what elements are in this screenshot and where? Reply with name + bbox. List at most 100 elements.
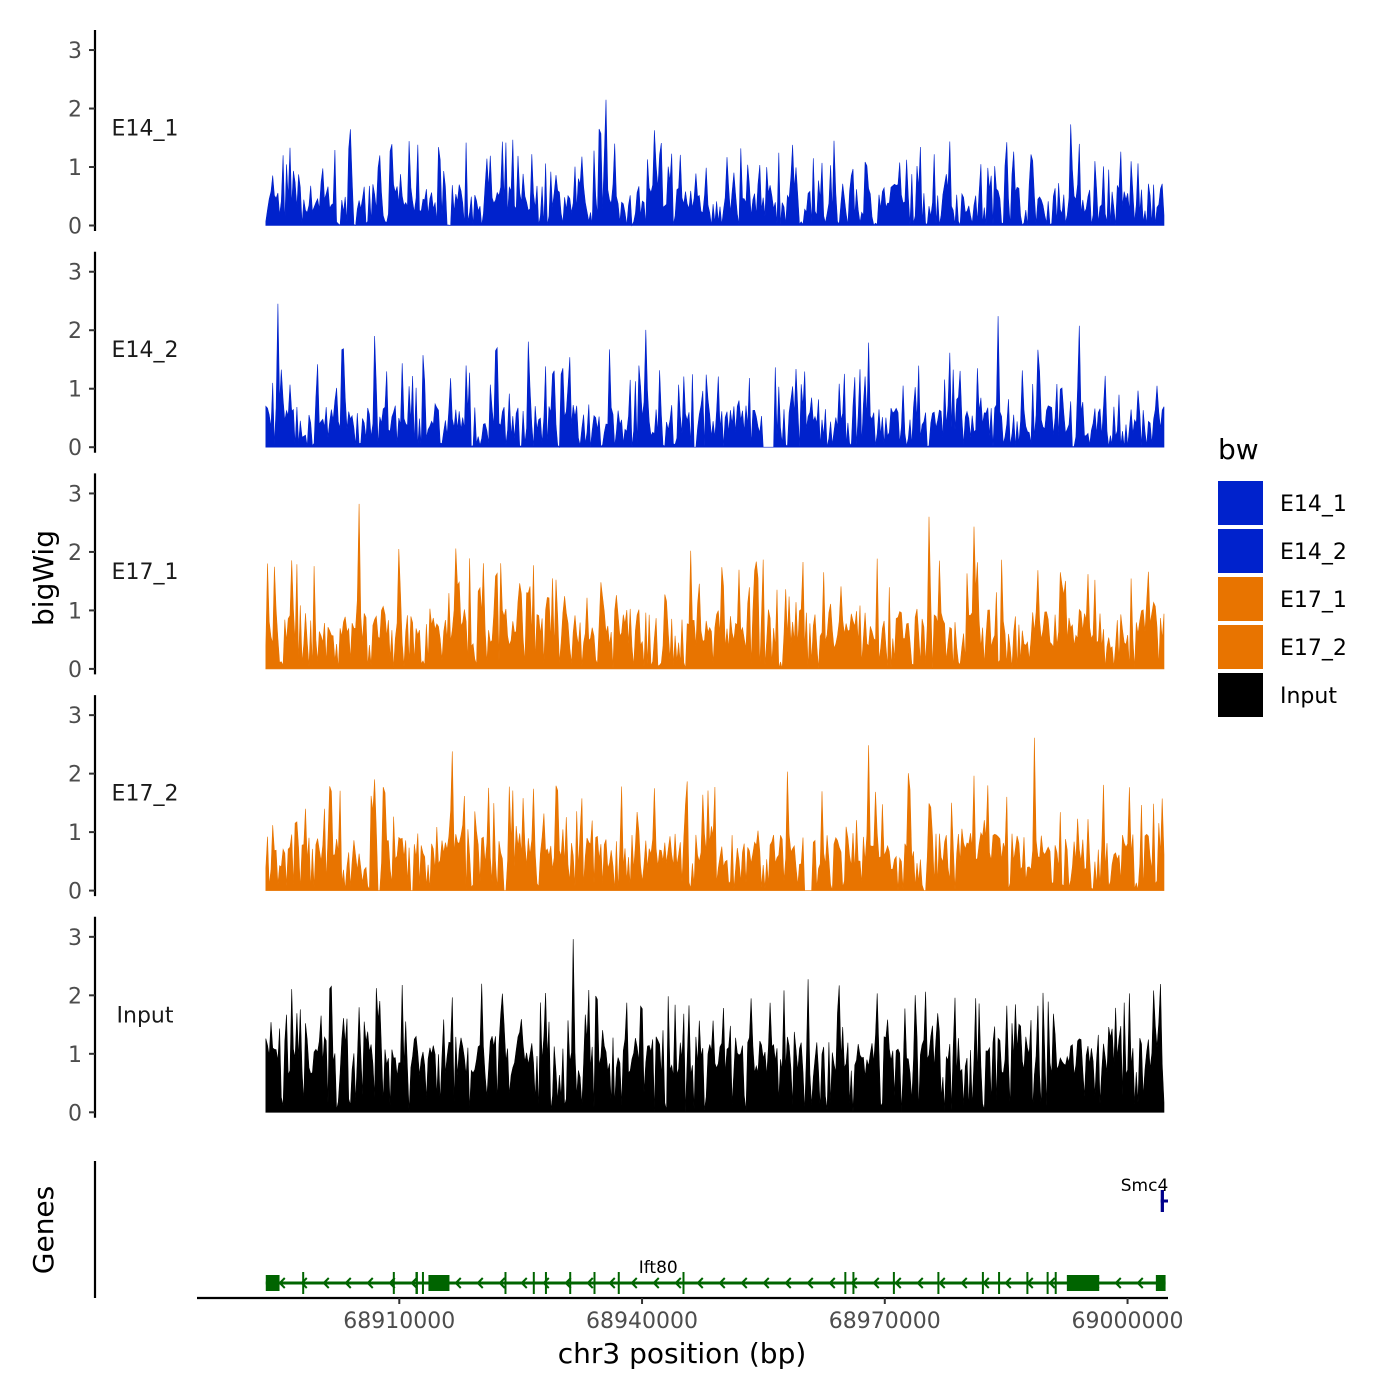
legend: bw E14_1 E14_2 E17_1 E17_2 Input [1218, 433, 1347, 717]
strand-arrow [366, 1277, 374, 1289]
y-tick-label: 1 [68, 821, 82, 846]
strand-arrow [344, 1277, 352, 1289]
x-tick-label: 68910000 [343, 1309, 455, 1334]
exon [593, 1272, 596, 1294]
exon [1066, 1275, 1100, 1291]
strand-arrow [916, 1277, 924, 1289]
exon [415, 1272, 418, 1294]
strand-arrow [718, 1277, 726, 1289]
y-tick-label: 2 [68, 763, 82, 788]
strand-arrow [960, 1277, 968, 1289]
signal-area-E14_2 [265, 303, 1165, 448]
y-tick-label: 3 [68, 39, 82, 64]
track-label: Input [117, 1003, 174, 1028]
exon [981, 1272, 984, 1294]
strand-arrow [762, 1277, 770, 1289]
exon [428, 1275, 450, 1291]
x-tick-label: 68970000 [829, 1309, 941, 1334]
strand-arrow [322, 1277, 330, 1289]
legend-label-E14_1: E14_1 [1280, 492, 1347, 517]
legend-label-E17_2: E17_2 [1280, 636, 1347, 661]
legend-label-Input: Input [1280, 684, 1337, 709]
gene-label: Smc4 [1121, 1176, 1169, 1196]
exon [532, 1272, 535, 1294]
track-E14_1: 0 1 2 3 E14_1 [68, 30, 1165, 240]
y-tick-label: 2 [68, 541, 82, 566]
strand-arrow [696, 1277, 704, 1289]
y-axis-title: bigWig [27, 530, 60, 626]
strand-arrow [300, 1277, 308, 1289]
strand-arrow [586, 1277, 594, 1289]
y-tick-label: 0 [68, 1101, 82, 1126]
gene-track: Ift80 Smc4 [93, 1161, 1169, 1298]
y-tick-label: 0 [68, 658, 82, 683]
gene-label: Ift80 [639, 1258, 678, 1278]
strand-arrow [410, 1277, 418, 1289]
exon [844, 1272, 847, 1294]
strand-arrow [542, 1277, 550, 1289]
y-tick-label: 2 [68, 98, 82, 123]
gene-Smc4: Smc4 [1121, 1176, 1169, 1212]
track-E17_1: 0 1 2 3 E17_1 [68, 473, 1165, 683]
strand-arrow [1114, 1277, 1122, 1289]
strand-arrow [938, 1277, 946, 1289]
strand-arrow [872, 1277, 880, 1289]
strand-arrow [652, 1277, 660, 1289]
track-label: E17_2 [112, 782, 179, 807]
exon [544, 1272, 547, 1294]
y-tick-label: 2 [68, 984, 82, 1009]
strand-arrow [520, 1277, 528, 1289]
y-tick-label: 3 [68, 926, 82, 951]
strand-arrow [806, 1277, 814, 1289]
signal-area-E17_2 [265, 737, 1165, 891]
exon [682, 1272, 685, 1294]
exon [998, 1272, 1001, 1294]
exon [617, 1272, 620, 1294]
x-axis-title: chr3 position (bp) [558, 1337, 807, 1370]
genes-panel-title: Genes [27, 1186, 60, 1274]
signal-area-Input [265, 939, 1165, 1113]
exon [569, 1272, 572, 1294]
strand-arrow [674, 1277, 682, 1289]
strand-arrow [894, 1277, 902, 1289]
y-tick-label: 1 [68, 378, 82, 403]
legend-label-E14_2: E14_2 [1280, 540, 1347, 565]
y-tick-label: 0 [68, 436, 82, 461]
strand-arrow [740, 1277, 748, 1289]
y-tick-label: 0 [68, 215, 82, 240]
strand-arrow [564, 1277, 572, 1289]
strand-arrow [784, 1277, 792, 1289]
exon [1026, 1272, 1029, 1294]
exon [1160, 1190, 1164, 1212]
legend-swatch-Input [1218, 673, 1263, 717]
legend-swatch-E17_1 [1218, 577, 1263, 621]
strand-arrow [454, 1277, 462, 1289]
strand-arrow [828, 1277, 836, 1289]
x-tick-label: 68940000 [586, 1309, 698, 1334]
track-E14_2: 0 1 2 3 E14_2 [68, 251, 1165, 461]
y-tick-label: 3 [68, 704, 82, 729]
legend-swatch-E14_1 [1218, 481, 1263, 525]
strand-arrow [1004, 1277, 1012, 1289]
x-tick-label: 69000000 [1072, 1309, 1184, 1334]
exon [1155, 1275, 1166, 1291]
y-tick-label: 1 [68, 156, 82, 181]
signal-area-E14_1 [265, 99, 1165, 227]
exon [1054, 1272, 1057, 1294]
strand-arrow [278, 1277, 286, 1289]
y-tick-label: 0 [68, 880, 82, 905]
legend-label-E17_1: E17_1 [1280, 588, 1347, 613]
legend-swatch-E14_2 [1218, 529, 1263, 573]
track-E17_2: 0 1 2 3 E17_2 [68, 695, 1165, 905]
strand-arrow [1048, 1277, 1056, 1289]
exon [302, 1272, 305, 1294]
exon [1046, 1272, 1049, 1294]
exon [265, 1275, 280, 1291]
exon [504, 1272, 507, 1294]
exon [421, 1272, 424, 1294]
strand-arrow [608, 1277, 616, 1289]
y-tick-label: 1 [68, 599, 82, 624]
track-label: E17_1 [112, 560, 179, 585]
y-tick-label: 2 [68, 319, 82, 344]
strand-arrow [630, 1277, 638, 1289]
